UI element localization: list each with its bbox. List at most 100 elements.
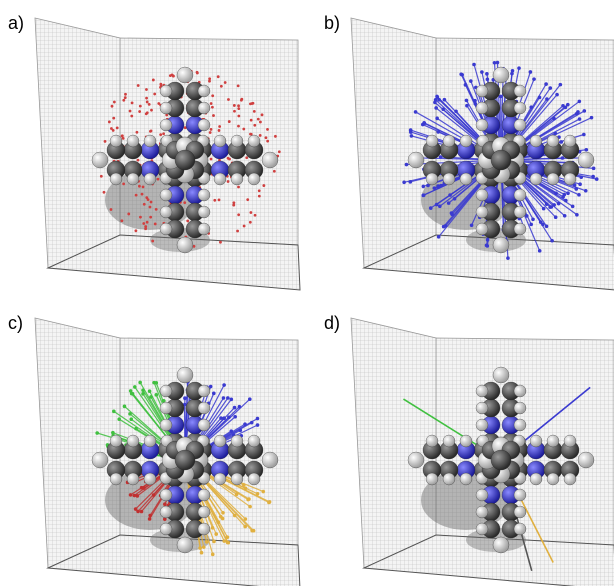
ray-tip xyxy=(563,214,567,218)
atom xyxy=(177,367,193,383)
ray-tip xyxy=(578,117,582,121)
ray-tip xyxy=(485,244,489,248)
atom xyxy=(198,206,210,218)
ray-tip xyxy=(437,235,441,239)
probe-point xyxy=(211,94,214,97)
atom xyxy=(248,173,260,185)
probe-point xyxy=(153,93,156,96)
probe-point xyxy=(237,125,240,128)
ray-tip xyxy=(250,529,254,533)
atom xyxy=(214,135,226,147)
ray-tip xyxy=(422,185,426,189)
atom xyxy=(460,173,472,185)
probe-point xyxy=(219,241,222,244)
atom xyxy=(231,173,243,185)
ray-tip xyxy=(148,514,152,518)
atom xyxy=(514,223,526,235)
atom xyxy=(443,435,455,447)
ray-tip xyxy=(435,95,439,99)
probe-point xyxy=(253,110,256,113)
probe-point xyxy=(151,240,154,243)
ray-tip xyxy=(465,104,469,108)
atom xyxy=(198,489,210,501)
atom xyxy=(514,206,526,218)
ray-tip xyxy=(470,223,474,227)
probe-point xyxy=(227,157,230,160)
ray-tip xyxy=(442,225,446,229)
probe-point xyxy=(245,156,248,159)
ray-tip xyxy=(553,132,557,136)
ray-tip xyxy=(212,392,216,396)
atom xyxy=(476,189,488,201)
probe-point xyxy=(183,201,186,204)
ray-tip xyxy=(261,490,265,494)
ray-tip xyxy=(140,486,144,490)
atom xyxy=(198,223,210,235)
ray-tip xyxy=(222,383,226,387)
ray-tip xyxy=(256,492,260,496)
ray-tip xyxy=(465,99,469,103)
atom xyxy=(547,173,559,185)
probe-point xyxy=(127,213,130,216)
ray-tip xyxy=(472,63,476,67)
probe-point xyxy=(112,117,115,120)
atom xyxy=(110,435,122,447)
probe-point xyxy=(212,114,215,117)
probe-point xyxy=(257,118,260,121)
ray-tip xyxy=(566,191,570,195)
ray-tip xyxy=(578,182,582,186)
ray-tip xyxy=(545,97,549,101)
atom xyxy=(160,402,172,414)
atom xyxy=(198,523,210,535)
probe-point xyxy=(159,83,162,86)
probe-point xyxy=(242,128,245,131)
ray-tip xyxy=(140,510,144,514)
probe-point xyxy=(220,85,223,88)
probe-point xyxy=(116,126,119,129)
atom xyxy=(547,435,559,447)
atom xyxy=(578,452,594,468)
probe-point xyxy=(196,71,199,74)
atom xyxy=(248,135,260,147)
atom xyxy=(476,85,488,97)
ray-tip xyxy=(402,180,406,184)
ray-tip xyxy=(584,189,588,193)
atom xyxy=(144,173,156,185)
atom xyxy=(491,150,511,170)
ray-tip xyxy=(230,398,234,402)
ray-tip xyxy=(222,396,226,400)
ray-tip xyxy=(577,193,581,197)
atom xyxy=(127,173,139,185)
probe-point xyxy=(137,159,140,162)
probe-point xyxy=(150,109,153,112)
panel-label: d) xyxy=(324,313,340,333)
probe-point xyxy=(129,110,132,113)
ray-tip xyxy=(434,98,438,102)
ray-tip xyxy=(538,96,542,100)
probe-point xyxy=(237,104,240,107)
ray-tip xyxy=(429,206,433,210)
ray-tip xyxy=(409,130,413,134)
atom xyxy=(491,450,511,470)
probe-point xyxy=(258,195,261,198)
probe-point xyxy=(139,216,142,219)
atom xyxy=(530,135,542,147)
ray-tip xyxy=(111,431,115,435)
ray-tip xyxy=(559,83,563,87)
ray-tip xyxy=(447,201,451,205)
atom xyxy=(564,435,576,447)
ray-tip xyxy=(454,109,458,113)
ray-tip xyxy=(154,381,158,385)
atom xyxy=(198,85,210,97)
ray-tip xyxy=(267,501,271,505)
atom xyxy=(514,189,526,201)
probe-point xyxy=(147,198,150,201)
atom xyxy=(547,473,559,485)
ray-tip xyxy=(469,79,473,83)
atom xyxy=(214,435,226,447)
probe-point xyxy=(145,97,148,100)
ray-tip xyxy=(545,224,549,228)
atom xyxy=(231,473,243,485)
atom xyxy=(514,85,526,97)
probe-point xyxy=(100,175,103,178)
